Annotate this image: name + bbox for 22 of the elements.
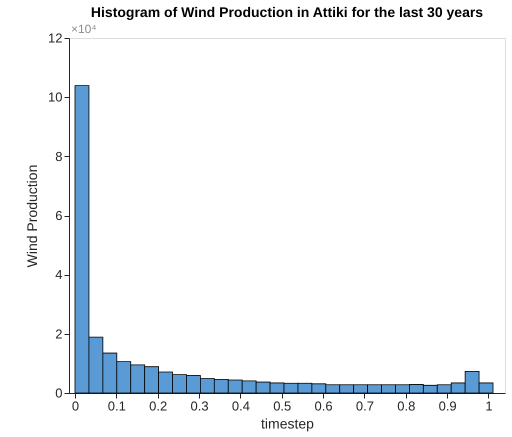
x-tick-label: 1 <box>485 398 493 414</box>
y-tick-label: 0 <box>55 386 62 400</box>
y-tick-label: 2 <box>55 326 62 342</box>
x-tick-label: 0.9 <box>438 398 457 414</box>
y-tick-label: 6 <box>55 208 62 223</box>
text: ×10⁴ <box>71 22 97 36</box>
x-tick-label: 0.6 <box>314 398 333 414</box>
x-tick-label: 0.4 <box>232 398 250 414</box>
x-tick-label: 0 <box>72 398 80 414</box>
y-tick-label: 4 <box>55 267 62 282</box>
chart-title: Histogram of Wind Production in Attiki for the last 30 years <box>90 4 484 20</box>
y-tick-label: 12 <box>48 30 62 46</box>
y-tick-label: 10 <box>48 90 62 105</box>
y-axis-title: Wind Production <box>24 164 40 268</box>
y-tick-label: 8 <box>55 148 62 164</box>
x-tick-label: 0.7 <box>356 398 374 414</box>
x-axis-title: timestep <box>261 416 314 432</box>
x-tick-label: 0.1 <box>108 398 126 414</box>
x-tick-label: 0.5 <box>273 398 292 414</box>
x-tick-label: 0.2 <box>149 398 168 414</box>
x-tick-label: 0.3 <box>190 398 209 414</box>
x-tick-label: 0.8 <box>397 398 416 414</box>
